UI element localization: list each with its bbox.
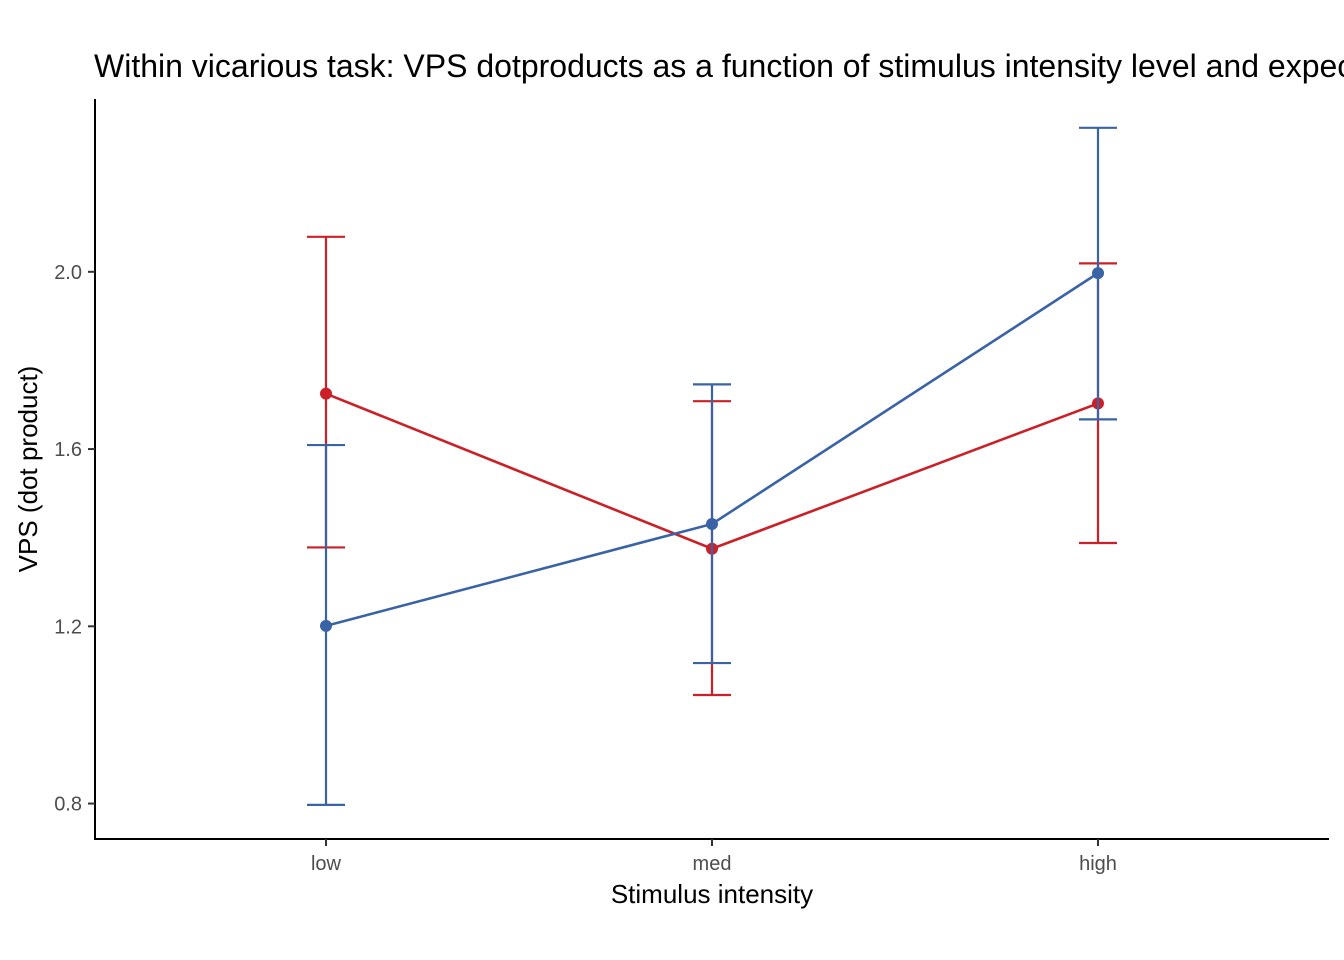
data-point-low	[320, 619, 332, 632]
axis-ticks: 0.8 1.2 1.6 2.0 low med high	[54, 262, 1117, 875]
x-tick-label-high: high	[1079, 853, 1117, 875]
x-tick-label-low: low	[311, 853, 342, 875]
y-tick-label: 1.6	[54, 439, 82, 461]
plot-area	[307, 126, 1117, 806]
data-point-low	[320, 387, 332, 400]
data-point-med	[706, 517, 718, 530]
chart-title: Within vicarious task: VPS dotproducts a…	[94, 48, 1344, 84]
data-point-high	[1092, 267, 1104, 280]
y-tick-label: 2.0	[54, 262, 82, 284]
y-axis-title: VPS (dot product)	[13, 366, 43, 573]
series-1	[307, 126, 1117, 806]
y-tick-label: 1.2	[54, 616, 82, 638]
y-tick-label: 0.8	[54, 794, 82, 816]
x-tick-label-med: med	[693, 853, 732, 875]
x-axis-title: Stimulus intensity	[611, 879, 813, 909]
